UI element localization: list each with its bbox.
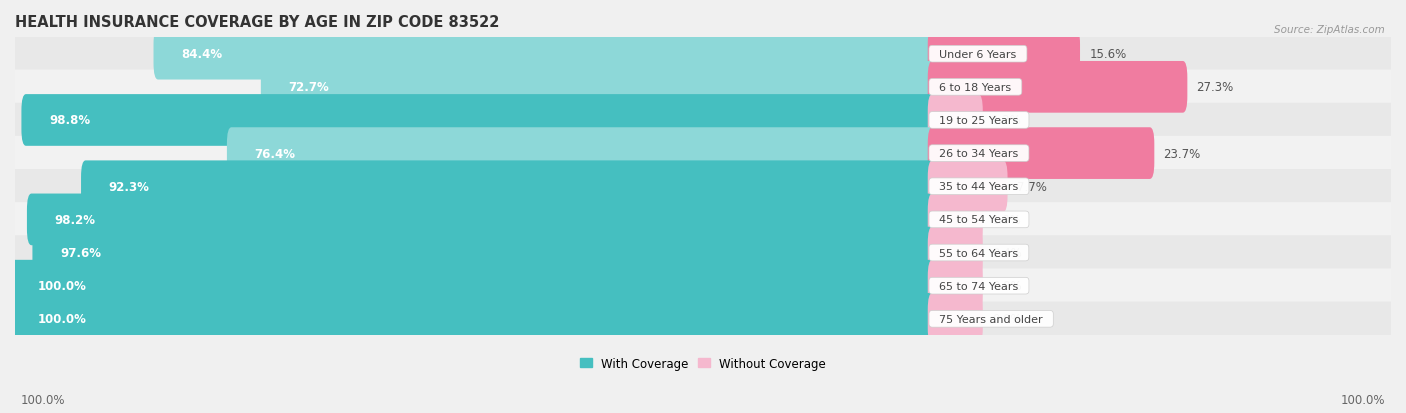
Text: 1.8%: 1.8% [993, 214, 1022, 226]
FancyBboxPatch shape [15, 170, 1391, 204]
FancyBboxPatch shape [21, 95, 936, 147]
FancyBboxPatch shape [15, 37, 1391, 72]
Text: 72.7%: 72.7% [288, 81, 329, 94]
FancyBboxPatch shape [928, 227, 983, 279]
FancyBboxPatch shape [928, 95, 983, 147]
FancyBboxPatch shape [928, 293, 983, 345]
Text: Source: ZipAtlas.com: Source: ZipAtlas.com [1274, 25, 1385, 35]
Legend: With Coverage, Without Coverage: With Coverage, Without Coverage [575, 352, 831, 374]
Text: 23.7%: 23.7% [1164, 147, 1201, 160]
FancyBboxPatch shape [928, 260, 983, 312]
Text: 2.4%: 2.4% [993, 247, 1022, 259]
Text: 6 to 18 Years: 6 to 18 Years [932, 83, 1018, 93]
Text: 75 Years and older: 75 Years and older [932, 314, 1050, 324]
Text: HEALTH INSURANCE COVERAGE BY AGE IN ZIP CODE 83522: HEALTH INSURANCE COVERAGE BY AGE IN ZIP … [15, 15, 499, 30]
FancyBboxPatch shape [153, 29, 936, 81]
FancyBboxPatch shape [10, 293, 936, 345]
FancyBboxPatch shape [32, 227, 936, 279]
FancyBboxPatch shape [262, 62, 936, 114]
Text: 0.0%: 0.0% [993, 313, 1022, 325]
Text: 35 to 44 Years: 35 to 44 Years [932, 182, 1025, 192]
Text: 100.0%: 100.0% [1340, 393, 1385, 406]
Text: 98.2%: 98.2% [55, 214, 96, 226]
FancyBboxPatch shape [15, 104, 1391, 138]
FancyBboxPatch shape [928, 29, 1080, 81]
Text: 65 to 74 Years: 65 to 74 Years [932, 281, 1025, 291]
Text: 0.0%: 0.0% [993, 280, 1022, 292]
FancyBboxPatch shape [15, 236, 1391, 270]
FancyBboxPatch shape [15, 203, 1391, 237]
FancyBboxPatch shape [15, 71, 1391, 105]
FancyBboxPatch shape [15, 137, 1391, 171]
FancyBboxPatch shape [928, 62, 1187, 114]
Text: 7.7%: 7.7% [1017, 180, 1046, 193]
Text: 92.3%: 92.3% [108, 180, 149, 193]
Text: 97.6%: 97.6% [60, 247, 101, 259]
Text: 55 to 64 Years: 55 to 64 Years [932, 248, 1025, 258]
Text: 100.0%: 100.0% [21, 393, 66, 406]
Text: 15.6%: 15.6% [1090, 48, 1126, 61]
Text: 76.4%: 76.4% [254, 147, 295, 160]
Text: 45 to 54 Years: 45 to 54 Years [932, 215, 1025, 225]
Text: 26 to 34 Years: 26 to 34 Years [932, 149, 1025, 159]
FancyBboxPatch shape [928, 194, 983, 246]
FancyBboxPatch shape [15, 269, 1391, 303]
Text: 98.8%: 98.8% [49, 114, 90, 127]
FancyBboxPatch shape [10, 260, 936, 312]
Text: 27.3%: 27.3% [1197, 81, 1234, 94]
Text: 100.0%: 100.0% [38, 313, 87, 325]
Text: Under 6 Years: Under 6 Years [932, 50, 1024, 59]
Text: 84.4%: 84.4% [181, 48, 222, 61]
FancyBboxPatch shape [928, 161, 1008, 213]
FancyBboxPatch shape [27, 194, 936, 246]
Text: 100.0%: 100.0% [38, 280, 87, 292]
Text: 1.2%: 1.2% [993, 114, 1022, 127]
Text: 19 to 25 Years: 19 to 25 Years [932, 116, 1025, 126]
FancyBboxPatch shape [15, 302, 1391, 336]
FancyBboxPatch shape [226, 128, 936, 180]
FancyBboxPatch shape [928, 128, 1154, 180]
FancyBboxPatch shape [82, 161, 936, 213]
